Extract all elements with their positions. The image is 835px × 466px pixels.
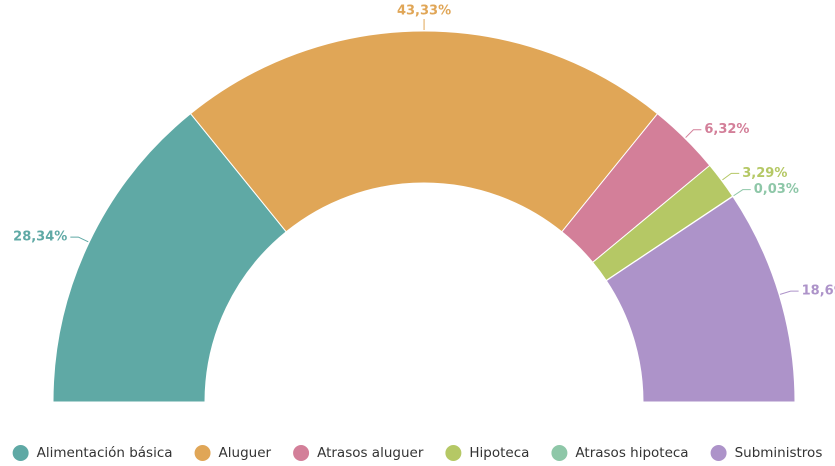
slice [605, 195, 796, 403]
legend-label: Alimentación básica [37, 445, 173, 461]
legend-marker [12, 445, 29, 461]
legend-label: Atrasos hipoteca [575, 445, 688, 461]
leader-line [70, 236, 89, 243]
legend-label: Aluguer [219, 445, 272, 461]
slice [189, 30, 659, 233]
data-label: 0,03% [754, 182, 799, 197]
leader-line [779, 290, 799, 295]
data-label: 28,34% [13, 230, 67, 245]
legend-marker [194, 445, 211, 461]
legend-marker [445, 445, 462, 461]
legend-label: Hipoteca [469, 445, 529, 461]
legend-marker [551, 445, 568, 461]
leader-line [733, 189, 751, 197]
legend-label: Atrasos aluguer [317, 445, 424, 461]
data-label: 3,29% [742, 166, 787, 181]
data-label: 6,32% [704, 122, 749, 137]
data-label: 18,69% [802, 284, 835, 299]
data-label: 43,33% [397, 4, 451, 19]
legend-label: Subministros [735, 445, 823, 461]
legend-marker [293, 445, 310, 461]
legend-marker [710, 445, 727, 461]
leader-line [722, 172, 740, 181]
slice [52, 112, 287, 403]
leader-line [685, 129, 702, 138]
